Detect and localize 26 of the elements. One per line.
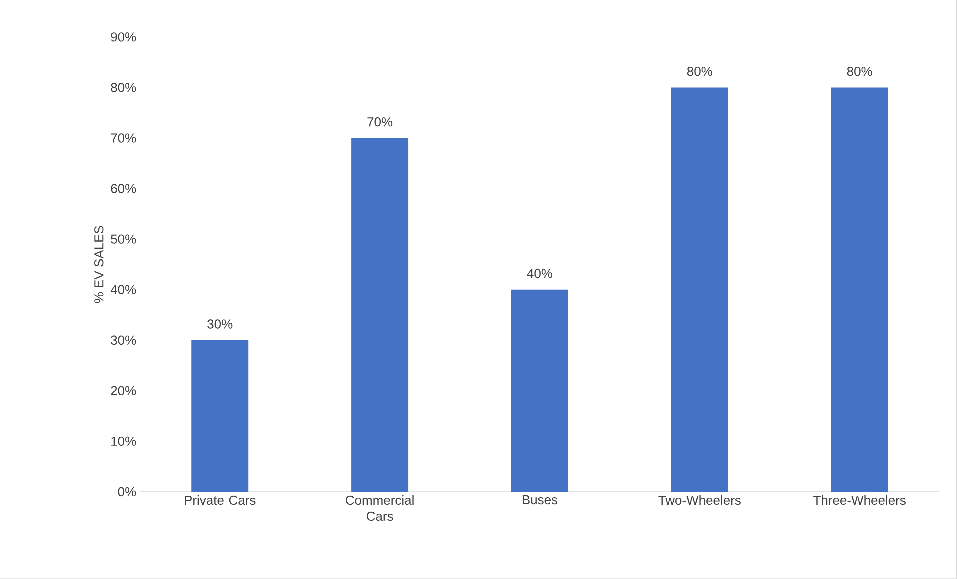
y-tick-label: 90% [111,32,136,42]
y-tick-label: 60% [111,184,136,194]
x-tick-label: Two-Wheelers [658,495,741,505]
bar [831,88,888,492]
data-label: 70% [368,117,393,127]
y-tick-label: 20% [111,386,136,396]
y-axis-title: % EV SALES [94,226,104,304]
x-tick-label: Buses [522,495,558,505]
data-label: 80% [847,66,872,76]
y-tick-label: 40% [110,285,136,294]
data-label: 80% [687,66,712,76]
y-tick-label: 50% [111,234,136,244]
bar [511,290,568,492]
y-tick-label: 30% [111,336,136,345]
bar [671,88,728,492]
data-label: 40% [527,269,553,278]
x-tick-label: Commercial Cars [346,495,414,521]
x-tick-label: Private Cars [185,495,256,505]
y-tick-label: 10% [112,436,136,446]
y-tick-label: 0% [118,487,136,497]
y-tick-label: 80% [111,83,136,92]
data-label: 30% [208,320,233,329]
y-tick-label: 70% [111,134,136,143]
x-tick-label: Three-Wheelers [814,495,906,505]
bar [192,340,249,492]
bar [352,138,409,492]
